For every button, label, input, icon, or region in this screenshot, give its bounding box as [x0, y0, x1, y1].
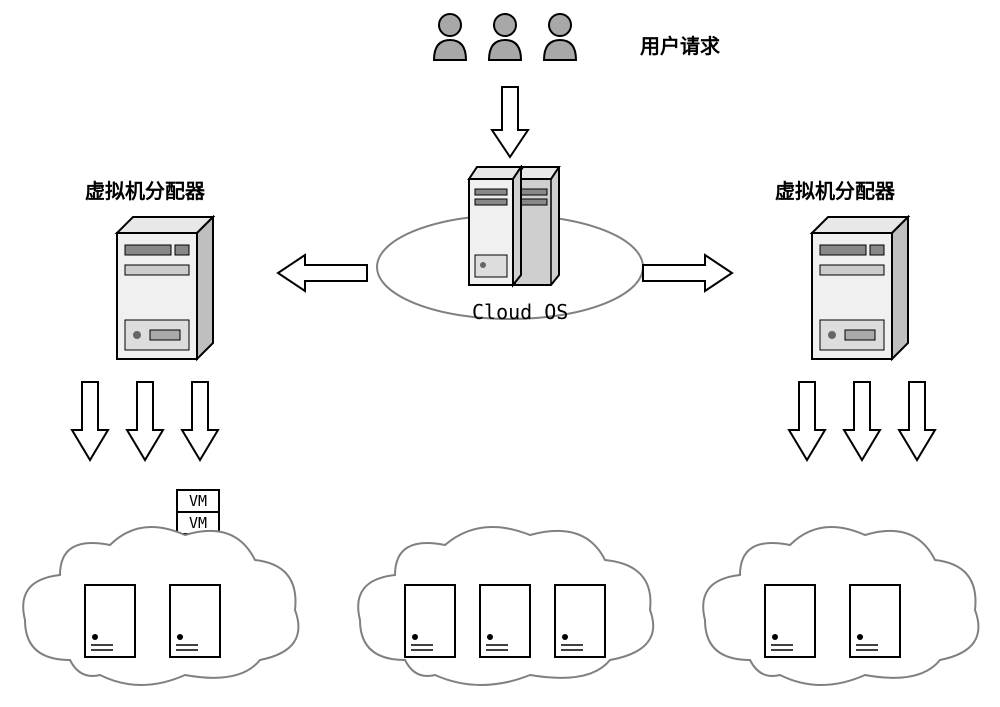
arrows-down-left: [70, 380, 240, 465]
arrows-down-right: [787, 380, 957, 465]
user-icon: [434, 14, 466, 60]
arrow-right: [640, 253, 735, 293]
vm-allocator-left-label: 虚拟机分配器: [85, 175, 205, 204]
user-icon: [489, 14, 521, 60]
cloud-os-server: [465, 165, 565, 295]
vm-allocator-right-label: 虚拟机分配器: [775, 175, 895, 204]
cloud-3: [690, 510, 990, 700]
arrow-left: [275, 253, 370, 293]
user-request-label: 用户请求: [640, 30, 720, 59]
cloud-1: [10, 510, 310, 700]
server-right: [800, 215, 920, 365]
server-left: [105, 215, 225, 365]
users-row: [430, 10, 620, 70]
vm-text: VM: [189, 492, 207, 510]
arrow-down-top: [490, 85, 530, 160]
cloud-os-label: Cloud OS: [472, 300, 568, 324]
cloud-2: [345, 510, 665, 700]
user-icon: [544, 14, 576, 60]
